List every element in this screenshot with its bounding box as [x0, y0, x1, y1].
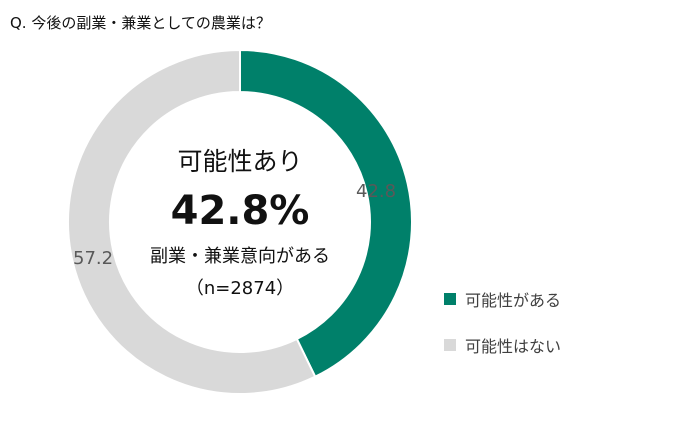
legend-item-not-possible: 可能性はない — [444, 334, 561, 356]
data-label-not-possible: 57.2 — [73, 248, 114, 269]
legend-label-possible: 可能性がある — [465, 291, 562, 310]
center-label-description: 副業・兼業意向がある — [150, 246, 330, 267]
donut-slice-possible — [239, 48, 413, 379]
center-label-title: 可能性あり — [177, 147, 303, 176]
data-label-possible: 42.8 — [356, 181, 397, 202]
legend: 可能性がある 可能性はない — [444, 288, 561, 380]
center-label-percentage: 42.8% — [170, 188, 310, 234]
legend-label-not-possible: 可能性はない — [465, 337, 562, 356]
chart-title: Q. 今後の副業・兼業としての農業は？ — [10, 14, 271, 32]
donut-slices — [67, 48, 413, 395]
legend-swatch-not-possible — [444, 339, 456, 351]
legend-swatch-possible — [444, 293, 456, 305]
center-label-sample-size: （n=2874） — [185, 278, 295, 299]
donut-slice-not-possible — [67, 48, 317, 395]
legend-item-possible: 可能性がある — [444, 288, 561, 310]
